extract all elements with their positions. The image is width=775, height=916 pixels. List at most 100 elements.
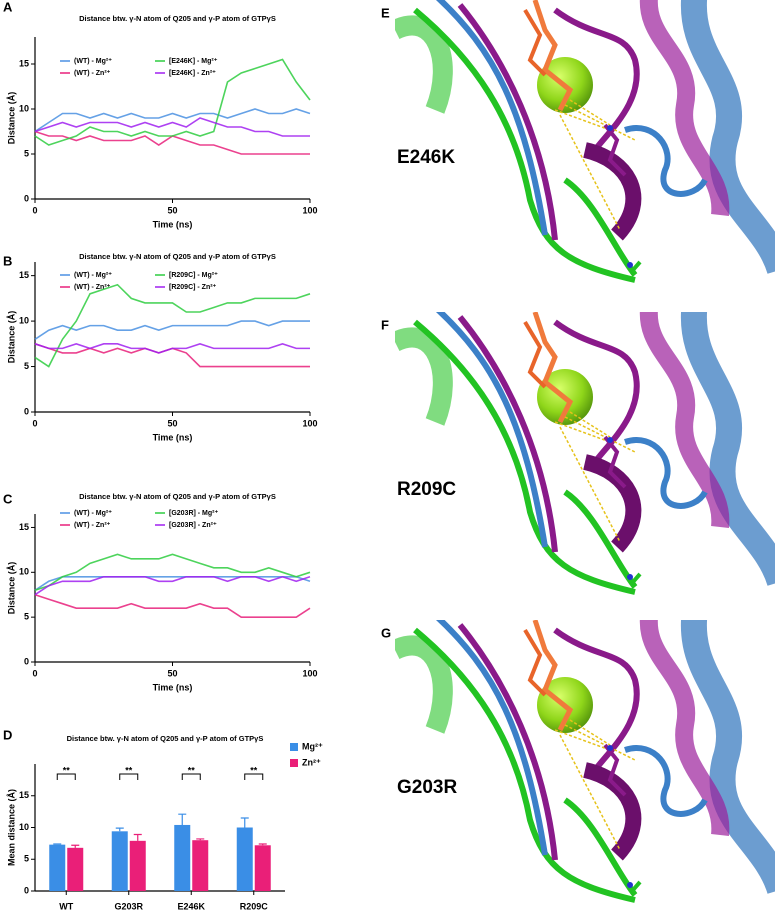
chart-title: Distance btw. γ-N atom of Q205 and γ-P a… <box>79 14 276 23</box>
y-tick-label: 5 <box>24 148 29 158</box>
bar <box>111 831 128 891</box>
x-tick-label: E246K <box>177 901 205 911</box>
legend-label: [E246K] - Mg²⁺ <box>169 58 218 65</box>
y-tick-label: 15 <box>19 790 29 800</box>
legend-swatch <box>290 743 298 751</box>
series-line <box>34 320 310 340</box>
chart-title: Distance btw. γ-N atom of Q205 and γ-P a… <box>67 734 264 743</box>
panel-letter: B <box>3 253 12 268</box>
significance-bracket <box>56 773 76 780</box>
legend-label: [G203R] - Zn²⁺ <box>169 522 217 529</box>
y-tick-label: 15 <box>19 270 29 280</box>
y-tick-label: 5 <box>24 361 29 371</box>
series-line <box>34 553 311 592</box>
y-tick-label: 0 <box>24 193 29 203</box>
legend-label: (WT) - Zn²⁺ <box>74 284 111 291</box>
error-bar <box>196 838 205 841</box>
structure-image <box>395 610 775 916</box>
series-line <box>34 130 310 155</box>
panel-letter: F <box>381 317 389 332</box>
series-line <box>34 283 311 368</box>
series-line <box>34 108 311 133</box>
y-axis-label: Distance (Å) <box>6 92 16 145</box>
structure-image <box>395 302 775 608</box>
legend-label: (WT) - Zn²⁺ <box>74 522 111 529</box>
legend-label: Zn²⁺ <box>302 757 321 767</box>
significance-label: ** <box>63 765 71 775</box>
x-tick-label: 0 <box>32 205 37 215</box>
legend-swatch <box>290 759 298 767</box>
x-tick-label: 100 <box>302 418 317 428</box>
y-tick-label: 10 <box>19 315 29 325</box>
bar <box>174 824 191 891</box>
x-tick-label: WT <box>59 901 73 911</box>
x-axis-label: Time (ns) <box>153 219 193 229</box>
y-tick-label: 10 <box>19 822 29 832</box>
panel-letter: A <box>3 0 13 14</box>
legend-label: (WT) - Mg²⁺ <box>74 58 112 65</box>
series-line <box>34 343 310 368</box>
bar <box>236 827 253 891</box>
significance-label: ** <box>250 765 258 775</box>
panel-letter: D <box>3 727 12 742</box>
y-tick-label: 15 <box>19 58 29 68</box>
significance-bracket <box>244 773 264 780</box>
x-axis-label: Time (ns) <box>153 682 193 692</box>
series-line <box>34 575 311 596</box>
significance-bracket <box>119 773 139 780</box>
chart-title: Distance btw. γ-N atom of Q205 and γ-P a… <box>79 252 276 261</box>
x-tick-label: 0 <box>32 668 37 678</box>
x-tick-label: R209C <box>240 901 269 911</box>
error-bar <box>240 817 249 828</box>
y-tick-label: 0 <box>24 406 29 416</box>
legend-label: (WT) - Mg²⁺ <box>74 272 112 279</box>
bar <box>192 840 209 891</box>
error-bar <box>115 827 124 832</box>
y-tick-label: 0 <box>24 885 29 895</box>
legend-label: [R209C] - Mg²⁺ <box>169 272 218 279</box>
mutant-label: E246K <box>397 147 455 168</box>
x-tick-label: 0 <box>32 418 37 428</box>
series-line <box>34 593 311 618</box>
bar <box>49 844 66 891</box>
legend-label: (WT) - Mg²⁺ <box>74 510 112 517</box>
x-tick-label: 100 <box>302 668 317 678</box>
error-bar <box>133 833 142 841</box>
x-tick-label: 100 <box>302 205 317 215</box>
error-bar <box>53 843 62 845</box>
legend-label: [R209C] - Zn²⁺ <box>169 284 217 291</box>
x-tick-label: G203R <box>114 901 143 911</box>
legend-label: [G203R] - Mg²⁺ <box>169 510 219 517</box>
series-line <box>34 117 310 137</box>
y-axis-label: Mean distance (Å) <box>6 789 16 866</box>
legend-label: [E246K] - Zn²⁺ <box>169 70 216 77</box>
error-bar <box>258 843 267 846</box>
y-tick-label: 5 <box>24 854 29 864</box>
error-bar <box>178 813 187 825</box>
y-tick-label: 15 <box>19 522 29 532</box>
bar <box>67 847 84 891</box>
x-tick-label: 50 <box>167 418 177 428</box>
mutant-label: R209C <box>397 479 456 500</box>
series-line <box>34 342 310 354</box>
panel-letter: E <box>381 5 390 20</box>
mutant-label: G203R <box>397 777 457 798</box>
bar <box>129 840 146 891</box>
x-tick-label: 50 <box>167 205 177 215</box>
significance-label: ** <box>125 765 133 775</box>
significance-bracket <box>181 773 201 780</box>
y-tick-label: 10 <box>19 103 29 113</box>
panel-letter: G <box>381 625 391 640</box>
error-bar <box>71 844 80 848</box>
y-tick-label: 0 <box>24 656 29 666</box>
y-tick-label: 10 <box>19 567 29 577</box>
legend-label: Mg²⁺ <box>302 741 323 751</box>
panel-letter: C <box>3 491 13 506</box>
legend-label: (WT) - Zn²⁺ <box>74 70 111 77</box>
x-axis-label: Time (ns) <box>153 432 193 442</box>
bar <box>254 845 271 891</box>
x-tick-label: 50 <box>167 668 177 678</box>
series-line <box>34 58 311 146</box>
chart-title: Distance btw. γ-N atom of Q205 and γ-P a… <box>79 492 276 501</box>
